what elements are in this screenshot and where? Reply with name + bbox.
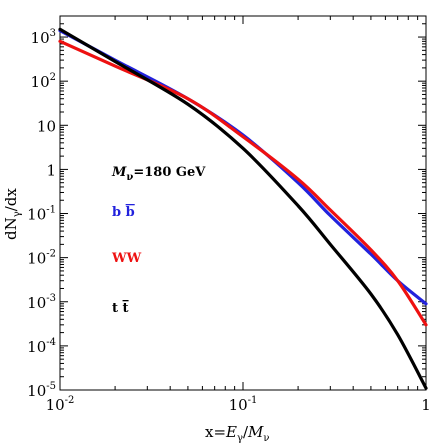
y-tick-label: 10-3 (27, 293, 56, 312)
y-tick-label: 10-2 (27, 249, 56, 268)
series-line-2 (58, 27, 428, 390)
x-tick-label: 10-1 (229, 395, 258, 414)
y-tick-label: 103 (31, 28, 56, 47)
series-line-0 (58, 29, 428, 306)
y-tick-label: 1 (46, 161, 56, 179)
x-tick-label: 10-2 (46, 395, 75, 414)
x-axis-label: x=Eγ/Mν (205, 423, 269, 444)
y-tick-label: 10 (37, 117, 56, 135)
ticks (59, 15, 426, 391)
series-line-1 (58, 39, 428, 327)
legend-entry-2: t t (112, 301, 129, 316)
plot-frame (59, 15, 427, 391)
y-tick-label: 102 (31, 72, 56, 91)
legend: b b WW t t (111, 205, 142, 316)
annotation-mass: Mν=180 GeV (111, 165, 206, 183)
y-tick-label: 10-4 (27, 337, 56, 356)
y-axis-label: dNγ/dx (2, 188, 23, 240)
legend-entry-0: b b (112, 205, 135, 220)
series-lines (58, 27, 428, 390)
x-tick-label: 1 (421, 396, 431, 414)
legend-entry-1: WW (111, 251, 142, 266)
y-tick-label: 10-1 (27, 205, 56, 224)
tick-labels: 10-2 10-1 1 10-5 10-4 10-3 10-2 10-1 1 10 102 103 (27, 28, 431, 414)
y-tick-label: 10-5 (27, 381, 56, 400)
